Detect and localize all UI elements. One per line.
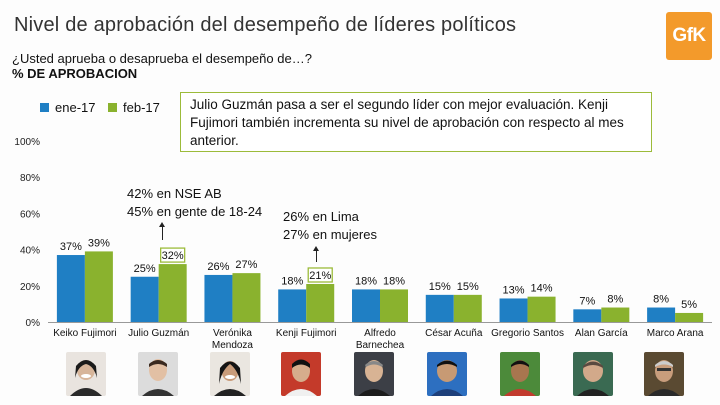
portrait-marco-arana-icon	[644, 352, 684, 396]
legend-item-feb-17: feb-17	[108, 100, 160, 115]
bar-ene-17	[499, 298, 528, 322]
data-label: 8%	[653, 294, 669, 306]
page-title: Nivel de aprobación del desempeño de líd…	[14, 14, 517, 36]
bar-feb-17	[232, 273, 261, 322]
x-tick-label: Verónika Mendoza	[212, 328, 254, 351]
annotation-line: 27% en mujeres	[283, 227, 377, 242]
data-label: 8%	[607, 294, 623, 306]
annotation-arrow-icon	[313, 246, 319, 262]
legend-swatch-feb-17	[108, 103, 117, 112]
data-label: 18%	[355, 275, 377, 287]
annotation-julio-guzman: 42% en NSE AB 45% en gente de 18-24	[127, 185, 262, 221]
bar-feb-17	[158, 264, 187, 322]
portrait-cesar-acuna-icon	[427, 352, 467, 396]
bar-ene-17	[573, 309, 602, 322]
data-label: 26%	[207, 261, 229, 273]
portrait-alan-garcia-icon	[573, 352, 613, 396]
bar-ene-17	[425, 294, 454, 322]
bar-feb-17	[306, 283, 335, 322]
legend-swatch-ene-17	[40, 103, 49, 112]
data-label: 25%	[134, 263, 156, 275]
portrait-keiko-fujimori-icon	[66, 352, 106, 396]
x-tick-label: Keiko Fujimori	[53, 328, 116, 339]
y-tick-label: 20%	[20, 282, 40, 293]
legend-label-ene-17: ene-17	[55, 100, 96, 115]
y-tick-label: 40%	[20, 246, 40, 257]
bar-ene-17	[278, 289, 307, 322]
data-label: 7%	[579, 295, 595, 307]
legend-item-ene-17: ene-17	[40, 100, 95, 115]
annotation-line: 45% en gente de 18-24	[127, 204, 263, 219]
gfk-logo: GfK	[666, 12, 712, 60]
legend-label-feb-17: feb-17	[123, 100, 160, 115]
y-tick-label: 0%	[26, 318, 41, 329]
x-tick-label: Gregorio Santos	[491, 328, 564, 339]
data-label: 5%	[681, 299, 697, 311]
bar-ene-17	[56, 255, 85, 322]
bar-feb-17	[675, 312, 704, 322]
portrait-gregorio-santos-icon	[500, 352, 540, 396]
bar-ene-17	[352, 289, 380, 322]
annotation-arrow-icon	[159, 222, 165, 240]
data-label: 27%	[235, 259, 257, 271]
bar-ene-17	[204, 274, 233, 322]
x-tick-label: Kenji Fujimori	[276, 328, 337, 339]
data-label: 39%	[88, 237, 110, 249]
x-tick-label: Julio Guzmán	[128, 328, 189, 339]
bar-feb-17	[601, 307, 630, 322]
portrait-kenji-fujimori-icon	[281, 352, 321, 396]
data-label: 32%	[162, 250, 184, 262]
data-label: 37%	[60, 241, 82, 253]
annotation-kenji-fujimori: 26% en Lima 27% en mujeres	[283, 208, 377, 244]
x-tick-label: Alfredo Barnechea	[356, 328, 405, 351]
data-label: 13%	[503, 284, 525, 296]
data-label: 15%	[457, 281, 479, 293]
highlight-box	[307, 267, 333, 283]
data-label: 15%	[429, 281, 451, 293]
highlight-box	[160, 247, 186, 263]
annotation-line: 26% en Lima	[283, 209, 359, 224]
bar-feb-17	[84, 251, 113, 322]
x-tick-label: Alan García	[575, 328, 628, 339]
x-tick-label: César Acuña	[425, 328, 483, 339]
bar-feb-17	[453, 294, 482, 322]
portrait-veronika-mendoza-icon	[210, 352, 250, 396]
bar-ene-17	[130, 276, 159, 322]
metric-label: % DE APROBACION	[12, 66, 138, 81]
portrait-julio-guzman-icon	[138, 352, 178, 396]
insight-callout: Julio Guzmán pasa a ser el segundo líder…	[180, 92, 652, 152]
portrait-alfredo-barnechea-icon	[354, 352, 394, 396]
y-tick-label: 60%	[20, 209, 40, 220]
data-label: 14%	[531, 283, 553, 295]
x-tick-label: Marco Arana	[647, 328, 704, 339]
y-tick-label: 100%	[14, 137, 40, 148]
survey-question: ¿Usted aprueba o desaprueba el desempeño…	[12, 51, 312, 66]
bar-feb-17	[527, 296, 556, 322]
y-tick-label: 80%	[20, 173, 40, 184]
annotation-line: 42% en NSE AB	[127, 186, 222, 201]
data-label: 18%	[383, 275, 405, 287]
data-label: 18%	[281, 275, 303, 287]
bar-ene-17	[647, 307, 676, 322]
data-label: 21%	[309, 270, 331, 282]
bar-feb-17	[380, 289, 408, 322]
